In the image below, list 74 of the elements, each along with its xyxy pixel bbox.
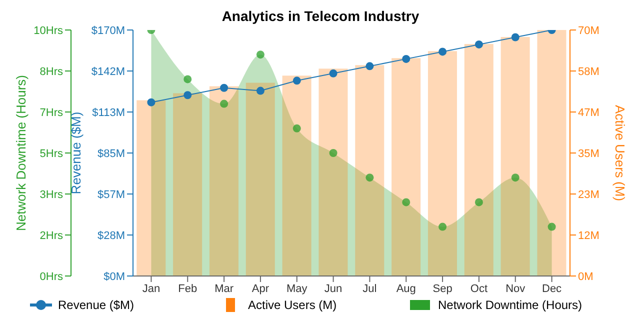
point xyxy=(184,91,192,100)
x-tick-label: Jun xyxy=(324,282,342,295)
y2-tick-label: 12M xyxy=(578,230,600,242)
x-tick-label: Oct xyxy=(470,282,488,295)
bar xyxy=(464,44,494,276)
bar xyxy=(246,82,275,276)
y2-tick-label: 23M xyxy=(578,188,600,201)
point xyxy=(474,198,483,206)
y2-tick-label: 70M xyxy=(578,24,600,37)
point xyxy=(438,48,447,56)
y-tick-label: $170M xyxy=(91,24,125,37)
bar xyxy=(136,100,166,276)
legend-label: Revenue ($M) xyxy=(58,298,134,312)
y3-tick-label: 5Hrs xyxy=(40,148,64,160)
x-tick-label: May xyxy=(286,282,308,295)
bar xyxy=(209,86,238,276)
point xyxy=(256,50,264,59)
y-axis-title: Revenue ($M) xyxy=(68,112,84,194)
bar xyxy=(355,65,384,276)
point xyxy=(402,198,410,206)
x-tick-label: Dec xyxy=(542,282,562,295)
bar xyxy=(500,37,530,276)
y2-tick-label: 47M xyxy=(578,106,600,119)
y3-tick-label: 0Hrs xyxy=(40,270,64,283)
y2-tick-label: 58M xyxy=(578,66,600,78)
y-tick-label: $57M xyxy=(97,188,125,201)
x-tick-label: Sep xyxy=(432,282,452,295)
y3-tick-label: 8Hrs xyxy=(40,66,64,78)
y3-tick-label: 7Hrs xyxy=(40,106,64,119)
point xyxy=(474,40,483,48)
x-tick-label: Feb xyxy=(178,282,198,295)
x-tick-label: Mar xyxy=(214,282,234,295)
y3-tick-label: 2Hrs xyxy=(40,230,64,242)
bar xyxy=(282,76,312,276)
y-tick-label: $28M xyxy=(97,230,125,242)
point xyxy=(292,124,301,132)
y-tick-label: $85M xyxy=(97,148,125,160)
x-tick-label: Jul xyxy=(362,282,377,295)
bar xyxy=(392,58,421,276)
point xyxy=(292,76,301,85)
x-tick-label: Aug xyxy=(396,282,416,295)
y3-tick-label: 10Hrs xyxy=(34,24,64,37)
point xyxy=(366,174,374,182)
bar xyxy=(428,51,457,276)
point xyxy=(329,69,338,78)
legend-label: Active Users (M) xyxy=(248,298,337,312)
y-tick-label: $0M xyxy=(104,270,125,283)
chart-title: Analytics in Telecom Industry xyxy=(220,8,420,24)
y2-tick-label: 0M xyxy=(578,270,594,283)
bar xyxy=(537,30,566,276)
point xyxy=(366,62,374,70)
point xyxy=(402,54,410,63)
y-tick-label: $142M xyxy=(91,66,125,78)
y3-tick-label: 3Hrs xyxy=(40,188,64,201)
point xyxy=(147,98,156,106)
point xyxy=(438,222,447,231)
legend-label: Network Downtime (Hours) xyxy=(438,298,582,312)
x-tick-label: Apr xyxy=(252,282,270,295)
y2-tick-label: 35M xyxy=(578,148,600,160)
point xyxy=(511,174,520,182)
bar xyxy=(173,93,202,276)
y-tick-label: $113M xyxy=(92,106,125,119)
point xyxy=(220,100,228,108)
point xyxy=(548,222,556,231)
x-tick-label: Nov xyxy=(506,282,526,295)
point xyxy=(184,75,192,84)
point xyxy=(220,84,228,92)
point xyxy=(511,33,520,42)
bar xyxy=(318,68,348,276)
point xyxy=(329,149,338,157)
y2-axis-title: Active Users (M) xyxy=(612,104,628,202)
y3-axis-title: Network Downtime (Hours) xyxy=(14,74,29,232)
x-tick-label: Jan xyxy=(142,282,160,295)
point xyxy=(256,86,264,95)
